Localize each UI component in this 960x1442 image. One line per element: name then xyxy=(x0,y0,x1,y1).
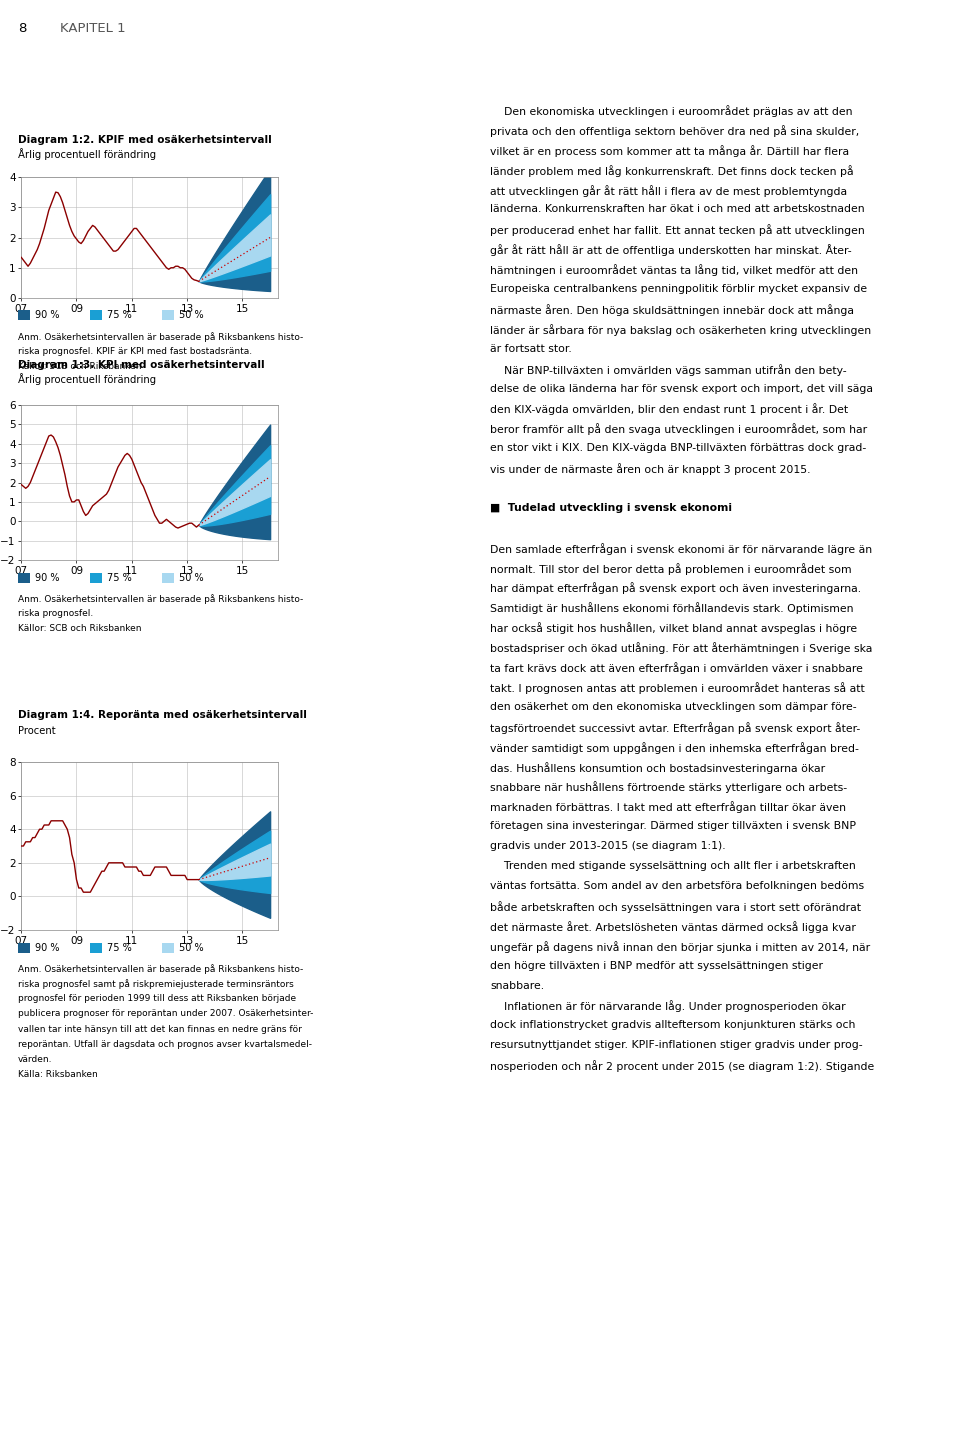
Text: 8: 8 xyxy=(18,22,26,35)
Text: Årlig procentuell förändring: Årlig procentuell förändring xyxy=(18,149,156,160)
Text: reporäntan. Utfall är dagsdata och prognos avser kvartalsmedel-: reporäntan. Utfall är dagsdata och progn… xyxy=(18,1040,312,1048)
Text: närmaste åren. Den höga skuldsättningen innebär dock att många: närmaste åren. Den höga skuldsättningen … xyxy=(490,304,854,316)
Text: att utvecklingen går åt rätt håll i flera av de mest problemtyngda: att utvecklingen går åt rätt håll i fler… xyxy=(490,185,847,196)
Text: delse de olika länderna har för svensk export och import, det vill säga: delse de olika länderna har för svensk e… xyxy=(490,384,873,394)
Text: den osäkerhet om den ekonomiska utvecklingen som dämpar före-: den osäkerhet om den ekonomiska utveckli… xyxy=(490,702,856,712)
Text: normalt. Till stor del beror detta på problemen i euroområdet som: normalt. Till stor del beror detta på pr… xyxy=(490,562,852,574)
Text: har också stigit hos hushållen, vilket bland annat avspeglas i högre: har också stigit hos hushållen, vilket b… xyxy=(490,623,857,634)
Text: KAPITEL 1: KAPITEL 1 xyxy=(60,22,126,35)
Text: länder problem med låg konkurrenskraft. Det finns dock tecken på: länder problem med låg konkurrenskraft. … xyxy=(490,164,853,176)
Text: en stor vikt i KIX. Den KIX-vägda BNP-tillväxten förbättras dock grad-: en stor vikt i KIX. Den KIX-vägda BNP-ti… xyxy=(490,443,866,453)
Text: Källor: SCB och Riksbanken: Källor: SCB och Riksbanken xyxy=(18,624,141,633)
Text: värden.: värden. xyxy=(18,1056,53,1064)
Text: dock inflationstrycket gradvis allteftersom konjunkturen stärks och: dock inflationstrycket gradvis alltefter… xyxy=(490,1021,855,1031)
Text: både arbetskraften och sysselsättningen vara i stort sett oförändrat: både arbetskraften och sysselsättningen … xyxy=(490,901,861,913)
Text: Anm. Osäkerhetsintervallen är baserade på Riksbankens histo-: Anm. Osäkerhetsintervallen är baserade p… xyxy=(18,965,303,973)
Text: tagsförtroendet successivt avtar. Efterfrågan på svensk export åter-: tagsförtroendet successivt avtar. Efterf… xyxy=(490,722,860,734)
Text: När BNP-tillväxten i omvärlden vägs samman utifrån den bety-: När BNP-tillväxten i omvärlden vägs samm… xyxy=(490,363,847,375)
Text: Diagram 1:3. KPI med osäkerhetsintervall: Diagram 1:3. KPI med osäkerhetsintervall xyxy=(18,360,265,371)
Text: privata och den offentliga sektorn behöver dra ned på sina skulder,: privata och den offentliga sektorn behöv… xyxy=(490,125,859,137)
Text: länderna. Konkurrenskraften har ökat i och med att arbetskostnaden: länderna. Konkurrenskraften har ökat i o… xyxy=(490,205,865,215)
Text: per producerad enhet har fallit. Ett annat tecken på att utvecklingen: per producerad enhet har fallit. Ett ann… xyxy=(490,225,865,236)
Text: Diagram 1:4. Reporänta med osäkerhetsintervall: Diagram 1:4. Reporänta med osäkerhetsint… xyxy=(18,709,307,720)
Text: Den samlade efterfrågan i svensk ekonomi är för närvarande lägre än: Den samlade efterfrågan i svensk ekonomi… xyxy=(490,542,872,555)
Text: Källa: Riksbanken: Källa: Riksbanken xyxy=(18,1070,98,1079)
Text: företagen sina investeringar. Därmed stiger tillväxten i svensk BNP: företagen sina investeringar. Därmed sti… xyxy=(490,822,856,832)
Text: beror framför allt på den svaga utvecklingen i euroområdet, som har: beror framför allt på den svaga utveckli… xyxy=(490,424,867,435)
Text: Procent: Procent xyxy=(18,725,56,735)
Text: Anm. Osäkerhetsintervallen är baserade på Riksbankens histo-: Anm. Osäkerhetsintervallen är baserade p… xyxy=(18,594,303,604)
Text: resursutnyttjandet stiger. KPIF-inflationen stiger gradvis under prog-: resursutnyttjandet stiger. KPIF-inflatio… xyxy=(490,1040,863,1050)
Text: snabbare.: snabbare. xyxy=(490,981,544,991)
Text: Inflationen är för närvarande låg. Under prognosperioden ökar: Inflationen är för närvarande låg. Under… xyxy=(490,1001,846,1012)
Text: 50 %: 50 % xyxy=(180,310,204,320)
Text: nosperioden och når 2 procent under 2015 (se diagram 1:2). Stigande: nosperioden och når 2 procent under 2015… xyxy=(490,1060,875,1071)
Text: bostadspriser och ökad utlåning. För att återhämtningen i Sverige ska: bostadspriser och ökad utlåning. För att… xyxy=(490,642,873,655)
Text: går åt rätt håll är att de offentliga underskotten har minskat. Åter-: går åt rätt håll är att de offentliga un… xyxy=(490,244,852,257)
Text: den högre tillväxten i BNP medför att sysselsättningen stiger: den högre tillväxten i BNP medför att sy… xyxy=(490,960,823,970)
Text: 75 %: 75 % xyxy=(108,572,132,583)
Text: prognosfel för perioden 1999 till dess att Riksbanken började: prognosfel för perioden 1999 till dess a… xyxy=(18,995,296,1004)
Text: vänder samtidigt som uppgången i den inhemska efterfrågan bred-: vänder samtidigt som uppgången i den inh… xyxy=(490,741,859,754)
Text: Trenden med stigande sysselsättning och allt fler i arbetskraften: Trenden med stigande sysselsättning och … xyxy=(490,861,855,871)
Text: väntas fortsätta. Som andel av den arbetsföra befolkningen bedöms: väntas fortsätta. Som andel av den arbet… xyxy=(490,881,864,891)
Text: 90 %: 90 % xyxy=(36,943,60,953)
Text: ungefär på dagens nivå innan den börjar sjunka i mitten av 2014, när: ungefär på dagens nivå innan den börjar … xyxy=(490,940,870,953)
Text: publicera prognoser för reporäntan under 2007. Osäkerhetsinter-: publicera prognoser för reporäntan under… xyxy=(18,1009,313,1018)
Text: hämtningen i euroområdet väntas ta lång tid, vilket medför att den: hämtningen i euroområdet väntas ta lång … xyxy=(490,264,858,275)
Text: riska prognosfel.: riska prognosfel. xyxy=(18,609,93,619)
Text: ta fart krävs dock att även efterfrågan i omvärlden växer i snabbare: ta fart krävs dock att även efterfrågan … xyxy=(490,662,863,673)
Text: vallen tar inte hänsyn till att det kan finnas en nedre gräns för: vallen tar inte hänsyn till att det kan … xyxy=(18,1025,301,1034)
Text: den KIX-vägda omvärlden, blir den endast runt 1 procent i år. Det: den KIX-vägda omvärlden, blir den endast… xyxy=(490,404,848,415)
Text: marknaden förbättras. I takt med att efterfrågan tilltar ökar även: marknaden förbättras. I takt med att eft… xyxy=(490,802,846,813)
Text: vis under de närmaste åren och är knappt 3 procent 2015.: vis under de närmaste åren och är knappt… xyxy=(490,463,810,474)
Text: Anm. Osäkerhetsintervallen är baserade på Riksbankens histo-: Anm. Osäkerhetsintervallen är baserade p… xyxy=(18,332,303,342)
Text: har dämpat efterfrågan på svensk export och även investeringarna.: har dämpat efterfrågan på svensk export … xyxy=(490,583,861,594)
Text: Diagram 1:2. KPIF med osäkerhetsintervall: Diagram 1:2. KPIF med osäkerhetsinterval… xyxy=(18,136,272,146)
Text: Årlig procentuell förändring: Årlig procentuell förändring xyxy=(18,373,156,385)
Text: ■  Tudelad utveckling i svensk ekonomi: ■ Tudelad utveckling i svensk ekonomi xyxy=(490,503,732,513)
Text: 50 %: 50 % xyxy=(180,943,204,953)
Text: länder är sårbara för nya bakslag och osäkerheten kring utvecklingen: länder är sårbara för nya bakslag och os… xyxy=(490,324,871,336)
Text: det närmaste året. Arbetslösheten väntas därmed också ligga kvar: det närmaste året. Arbetslösheten väntas… xyxy=(490,921,856,933)
Text: Källor: SCB och Riksbanken: Källor: SCB och Riksbanken xyxy=(18,362,141,371)
Text: 75 %: 75 % xyxy=(108,943,132,953)
Text: 75 %: 75 % xyxy=(108,310,132,320)
Text: Samtidigt är hushållens ekonomi förhållandevis stark. Optimismen: Samtidigt är hushållens ekonomi förhålla… xyxy=(490,603,853,614)
Text: Europeiska centralbankens penningpolitik förblir mycket expansiv de: Europeiska centralbankens penningpolitik… xyxy=(490,284,867,294)
Text: riska prognosfel samt på riskpremiejusterade terminsräntors: riska prognosfel samt på riskpremiejuste… xyxy=(18,979,294,989)
Text: vilket är en process som kommer att ta många år. Därtill har flera: vilket är en process som kommer att ta m… xyxy=(490,144,850,157)
Text: takt. I prognosen antas att problemen i euroområdet hanteras så att: takt. I prognosen antas att problemen i … xyxy=(490,682,865,694)
Text: 90 %: 90 % xyxy=(36,310,60,320)
Text: das. Hushållens konsumtion och bostadsinvesteringarna ökar: das. Hushållens konsumtion och bostadsin… xyxy=(490,761,826,773)
Text: 50 %: 50 % xyxy=(180,572,204,583)
Text: snabbare när hushållens förtroende stärks ytterligare och arbets-: snabbare när hushållens förtroende stärk… xyxy=(490,782,847,793)
Text: riska prognosfel. KPIF är KPI med fast bostadsränta.: riska prognosfel. KPIF är KPI med fast b… xyxy=(18,348,252,356)
Text: är fortsatt stor.: är fortsatt stor. xyxy=(490,343,572,353)
Text: 90 %: 90 % xyxy=(36,572,60,583)
Text: Den ekonomiska utvecklingen i euroområdet präglas av att den: Den ekonomiska utvecklingen i euroområde… xyxy=(490,105,852,117)
Text: gradvis under 2013-2015 (se diagram 1:1).: gradvis under 2013-2015 (se diagram 1:1)… xyxy=(490,841,726,851)
